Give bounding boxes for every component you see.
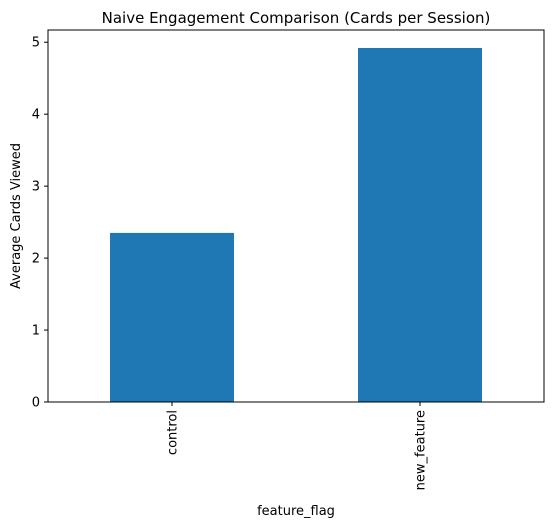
x-axis-label: feature_flag: [257, 504, 335, 519]
x-tick-label-new_feature: new_feature: [414, 410, 429, 490]
bar-new_feature: [358, 47, 482, 402]
plot-frame: [47, 29, 545, 403]
y-axis-label: Average Cards Viewed: [9, 143, 24, 289]
y-tick-label: 3: [32, 180, 40, 195]
y-tick-label: 0: [32, 396, 40, 411]
chart-title: Naive Engagement Comparison (Cards per S…: [102, 9, 491, 27]
y-tick-label: 1: [32, 324, 40, 339]
y-tick-label: 4: [32, 108, 40, 123]
x-tick-label-control: control: [166, 410, 181, 455]
bar-control: [110, 232, 234, 402]
y-tick-label: 5: [32, 36, 40, 51]
plot-area: 0 1 2 3 4 5 control new_feature: [32, 36, 482, 490]
y-tick-label: 2: [32, 252, 40, 267]
